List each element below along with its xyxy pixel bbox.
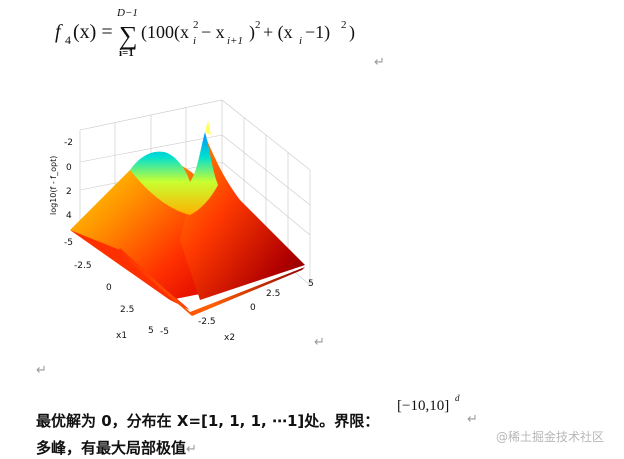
x1-tick-2: -2.5 <box>74 261 92 271</box>
formula-sub-i1: i <box>193 35 196 47</box>
x2-axis-label: x2 <box>224 333 235 343</box>
surface-mesh <box>70 120 305 316</box>
x2-tick-2: -2.5 <box>198 317 216 327</box>
formula-f4: f 4 (x) = D−1 ∑ i=1 (100(x 2 i − x i+1 )… <box>55 7 355 59</box>
x2-tick-5: 5 <box>308 279 314 289</box>
formula-sigma: ∑ <box>119 21 138 50</box>
bounds-sup: d <box>455 393 460 403</box>
x1-tick-3: 0 <box>106 283 112 293</box>
x2-tick-4: 2.5 <box>266 289 280 299</box>
formula-lhs: f <box>55 21 63 43</box>
formula-sq2: 2 <box>255 19 261 31</box>
x2-tick-3: 0 <box>250 303 256 313</box>
formula-plus: + (x <box>263 22 293 43</box>
formula-minus: − x <box>201 22 225 42</box>
formula-sum-upper: D−1 <box>116 7 138 19</box>
formula-end: ) <box>349 22 355 43</box>
formula-sub-i2: i <box>299 35 302 47</box>
formula-lhs-arg: (x) = <box>73 21 113 43</box>
paragraph-mark: ↵ <box>36 363 47 378</box>
x2-tick-1: -5 <box>160 327 169 337</box>
bounds-text: [−10,10] <box>397 398 449 414</box>
formula-lhs-sub: 4 <box>65 33 71 47</box>
formula-sub-i1b: i+1 <box>227 35 243 47</box>
formula-sq3: 2 <box>341 19 347 31</box>
x1-axis-label: x1 <box>116 331 127 341</box>
formula-close1: ) <box>249 22 255 43</box>
paragraph-mark: ↵ <box>314 335 325 350</box>
z-tick-4: 4 <box>66 211 72 221</box>
paragraph-mark: ↵ <box>467 412 478 427</box>
formula-sq1: 2 <box>193 19 199 31</box>
formula-body-1: (100(x <box>141 22 189 43</box>
formula-sum-lower: i=1 <box>119 47 134 59</box>
z-tick-3: 2 <box>66 187 72 197</box>
x1-tick-5: 5 <box>148 326 154 336</box>
formula-tail: −1) <box>305 22 330 43</box>
paragraph-mark: ↵ <box>374 55 385 70</box>
bounds-formula: [−10,10] d <box>397 393 460 414</box>
z-tick-2: 0 <box>66 163 72 173</box>
z-axis-label: log10(f - f_opt) <box>49 156 58 215</box>
surface-plot: -2 0 2 4 log10(f - f_opt) -5 -2.5 0 2.5 … <box>49 99 314 343</box>
z-tick-1: -2 <box>64 138 73 148</box>
text-line-1: 最优解为 0，分布在 X=[1, 1, 1, ⋯1]处。界限： <box>36 412 380 430</box>
x1-tick-4: 2.5 <box>120 305 134 315</box>
text-line-2: 多峰，有最大局部极值↵ <box>36 439 197 457</box>
watermark: @稀土掘金技术社区 <box>496 430 605 444</box>
x1-tick-1: -5 <box>64 238 73 248</box>
